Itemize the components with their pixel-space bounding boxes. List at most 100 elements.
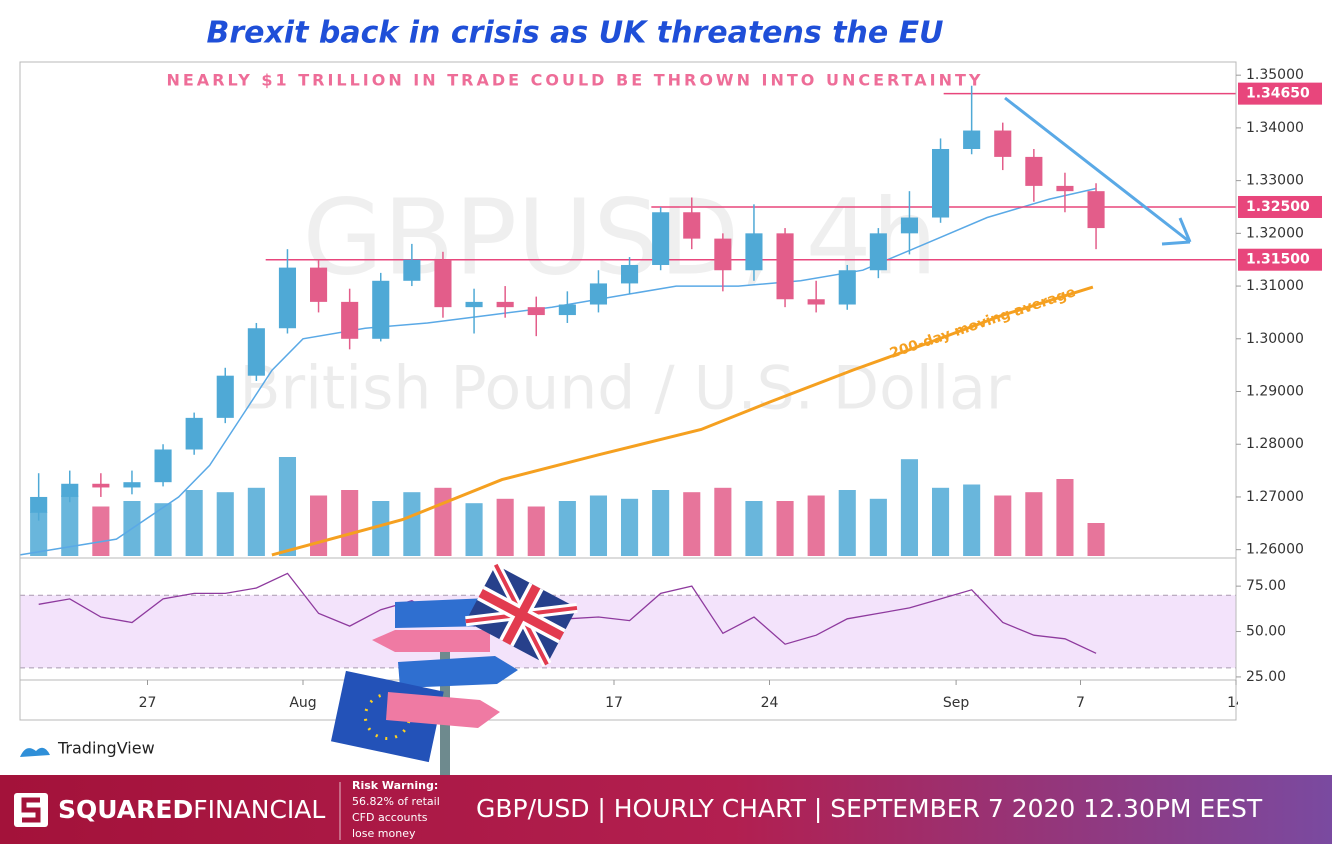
volume-bar: [92, 506, 110, 556]
candle-body: [527, 307, 545, 316]
candle-body: [745, 233, 763, 271]
price-level-tag: [1238, 248, 1322, 271]
brand-bold: SQUARED: [58, 795, 193, 824]
volume-bar: [403, 492, 421, 556]
candle-body: [963, 130, 981, 149]
volume-bar: [994, 495, 1012, 556]
volume-bar: [310, 495, 328, 556]
candle-body: [900, 217, 919, 234]
tradingview-logo: [20, 747, 50, 757]
y-tick-label: 1.29000: [1246, 384, 1304, 400]
risk-line: CFD accounts: [352, 811, 428, 824]
candle-body: [341, 301, 359, 339]
x-tick-label: Aug: [289, 695, 316, 711]
candle-body: [216, 375, 234, 418]
volume-bar: [61, 495, 79, 556]
y-tick-label: 1.26000: [1246, 542, 1304, 558]
candle-body: [30, 496, 48, 513]
rsi-tick-label: 50.00: [1246, 624, 1286, 640]
candle-body: [154, 449, 172, 483]
rsi-tick-label: 75.00: [1246, 578, 1286, 594]
title: Brexit back in crisis as UK threatens th…: [206, 16, 943, 51]
volume-bar: [341, 490, 359, 556]
y-tick-label: 1.30000: [1246, 331, 1304, 347]
candle-body: [621, 264, 639, 284]
candle-body: [1087, 191, 1105, 229]
candle-body: [185, 417, 203, 450]
price-level-label: 1.34650: [1246, 86, 1310, 102]
volume-bar: [683, 492, 701, 556]
volume-bar: [558, 501, 576, 556]
volume-bar: [589, 495, 608, 556]
rsi-tick-label: 25.00: [1246, 669, 1286, 685]
watermark-name: British Pound / U.S. Dollar: [239, 354, 1011, 424]
candle-body: [558, 304, 576, 316]
x-tick-label: 14: [1227, 695, 1245, 711]
volume-bar: [776, 501, 794, 556]
volume-bar: [496, 498, 514, 556]
x-tick-label: 17: [605, 695, 623, 711]
volume-bar: [869, 498, 887, 556]
frame: [19, 61, 1237, 721]
volume-bar: [745, 501, 763, 556]
footer-caption: GBP/USD | HOURLY CHART | SEPTEMBER 7 202…: [476, 794, 1263, 823]
x-tick-label: 27: [139, 695, 157, 711]
candle-body: [92, 483, 110, 488]
volume-bar: [652, 490, 670, 556]
price-level-label: 1.31500: [1246, 252, 1310, 268]
volume-bar: [278, 457, 297, 556]
candle-body: [589, 283, 608, 305]
candle-body: [1056, 185, 1074, 192]
candle-body: [714, 238, 732, 271]
footer-logo-mark: [21, 797, 41, 823]
plot: [19, 85, 1236, 669]
moving-average: [271, 285, 1094, 557]
price-level-tag: [1238, 195, 1322, 218]
subtitle: NEARLY $1 TRILLION IN TRADE COULD BE THR…: [166, 71, 983, 90]
volume-bar: [185, 490, 203, 556]
volume-bar: [465, 503, 483, 556]
branding: TradingView: [57, 739, 155, 758]
volume-bar: [963, 484, 981, 556]
candle-body: [838, 270, 856, 305]
volume-bar: [247, 487, 265, 556]
x-tick-label: 24: [761, 695, 779, 711]
footer-band: [0, 775, 1332, 844]
candle-body: [403, 259, 421, 281]
candle-body: [994, 130, 1012, 157]
volume-bar: [900, 459, 919, 556]
volume-bar: [932, 487, 950, 556]
candle-body: [1025, 156, 1043, 186]
volume-bar: [1025, 492, 1043, 556]
volume-bar: [154, 503, 172, 556]
risk-line: lose money: [352, 827, 416, 840]
y-tick-label: 1.31000: [1246, 278, 1304, 294]
volume-bar: [372, 501, 390, 556]
y-tick-label: 1.34000: [1246, 120, 1304, 136]
trend-arrow: [1004, 96, 1192, 246]
candle-body: [932, 148, 950, 218]
volume-bar: [30, 512, 48, 556]
risk-line: 56.82% of retail: [352, 795, 440, 808]
brand: FINANCIAL: [193, 795, 325, 824]
rsi-band: [20, 595, 1236, 668]
candle-body: [776, 233, 794, 300]
volume-bar: [527, 506, 545, 556]
y-tick-label: 1.27000: [1246, 489, 1304, 505]
volume-bar: [838, 490, 856, 556]
volume-bar: [621, 498, 639, 556]
candle-body: [123, 482, 141, 488]
y-tick-label: 1.32000: [1246, 225, 1304, 241]
volume-bar: [714, 487, 732, 556]
volume-bar: [807, 495, 825, 556]
y-tick-label: 1.35000: [1246, 67, 1304, 83]
candle-body: [278, 267, 297, 329]
candle-body: [247, 328, 265, 376]
candle-body: [869, 233, 887, 271]
volume-bar: [216, 492, 234, 556]
y-tick-label: 1.28000: [1246, 436, 1304, 452]
candle-body: [807, 299, 825, 305]
candle-body: [465, 301, 483, 308]
